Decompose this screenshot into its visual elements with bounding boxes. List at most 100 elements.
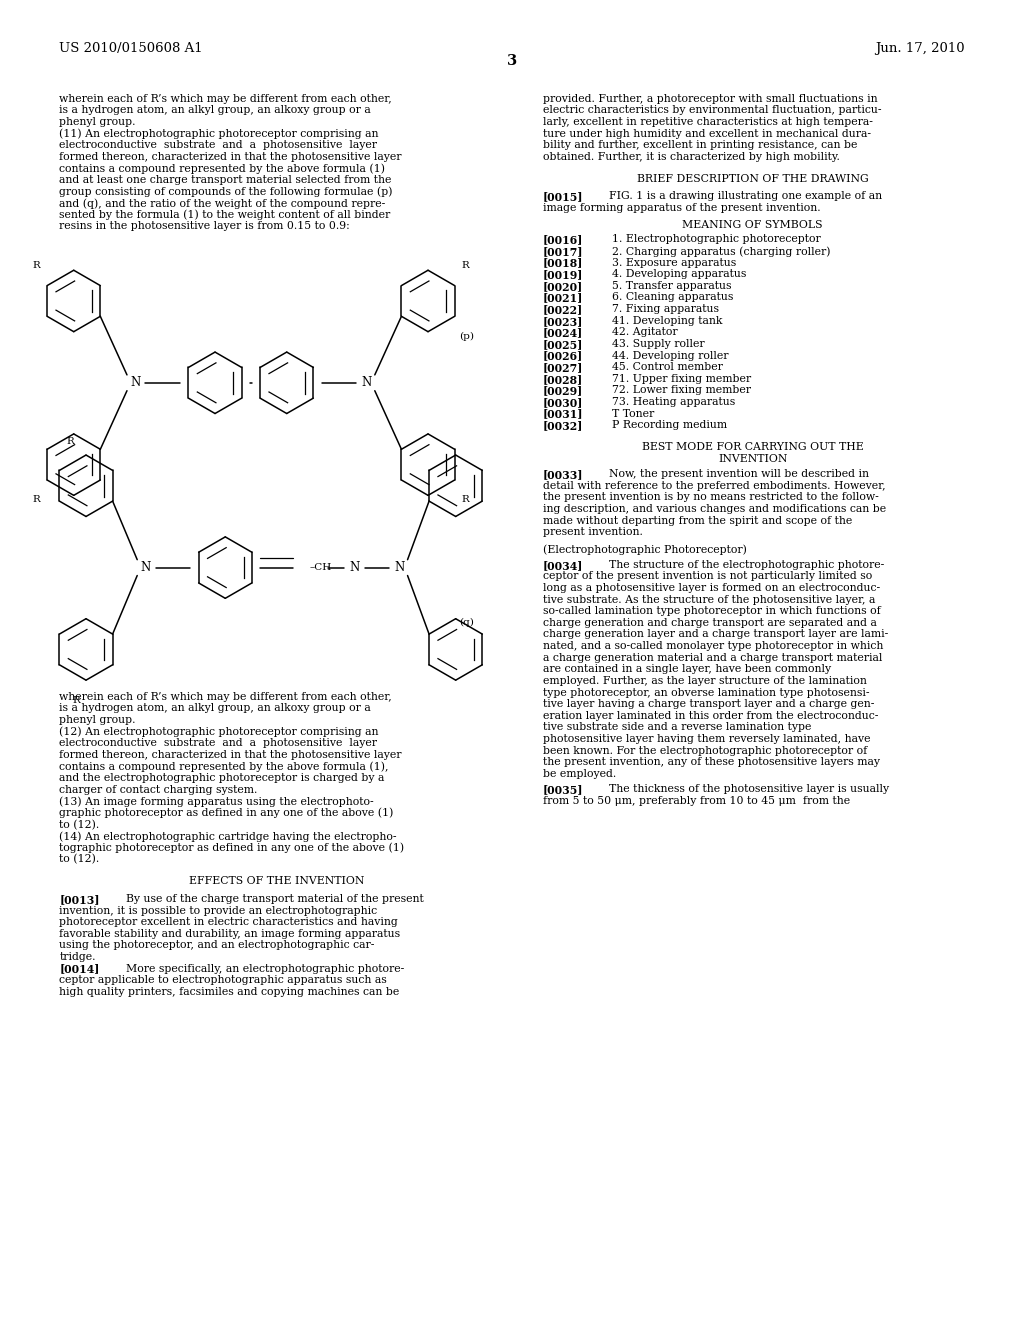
Text: 72. Lower fixing member: 72. Lower fixing member	[612, 385, 752, 396]
Text: INVENTION: INVENTION	[718, 454, 787, 465]
Text: N: N	[361, 376, 372, 389]
Text: The structure of the electrophotographic photore-: The structure of the electrophotographic…	[609, 560, 885, 570]
Text: [0033]: [0033]	[543, 469, 584, 480]
Text: be employed.: be employed.	[543, 768, 616, 779]
Text: a charge generation material and a charge transport material: a charge generation material and a charg…	[543, 652, 882, 663]
Text: present invention.: present invention.	[543, 527, 643, 537]
Text: provided. Further, a photoreceptor with small fluctuations in: provided. Further, a photoreceptor with …	[543, 94, 878, 104]
Text: [0035]: [0035]	[543, 784, 584, 795]
Text: [0025]: [0025]	[543, 339, 583, 350]
Text: [0028]: [0028]	[543, 374, 583, 384]
Text: R: R	[32, 495, 40, 504]
Text: contains a compound represented by the above formula (1): contains a compound represented by the a…	[59, 164, 385, 174]
Text: 45. Control member: 45. Control member	[612, 362, 723, 372]
Text: By use of the charge transport material of the present: By use of the charge transport material …	[126, 894, 424, 904]
Text: the present invention is by no means restricted to the follow-: the present invention is by no means res…	[543, 492, 879, 503]
Text: made without departing from the spirit and scope of the: made without departing from the spirit a…	[543, 516, 852, 525]
Text: [0021]: [0021]	[543, 293, 583, 304]
Text: bility and further, excellent in printing resistance, can be: bility and further, excellent in printin…	[543, 140, 857, 150]
Text: [0018]: [0018]	[543, 257, 583, 268]
Text: [0024]: [0024]	[543, 327, 583, 338]
Text: 6. Cleaning apparatus: 6. Cleaning apparatus	[612, 293, 734, 302]
Text: [0019]: [0019]	[543, 269, 583, 280]
Text: (p): (p)	[459, 333, 474, 342]
Text: ture under high humidity and excellent in mechanical dura-: ture under high humidity and excellent i…	[543, 128, 870, 139]
Text: [0034]: [0034]	[543, 560, 583, 570]
Text: [0015]: [0015]	[543, 191, 584, 202]
Text: high quality printers, facsimiles and copying machines can be: high quality printers, facsimiles and co…	[59, 987, 399, 997]
Text: charger of contact charging system.: charger of contact charging system.	[59, 784, 258, 795]
Text: nated, and a so-called monolayer type photoreceptor in which: nated, and a so-called monolayer type ph…	[543, 642, 883, 651]
Text: phenyl group.: phenyl group.	[59, 715, 136, 725]
Text: R: R	[73, 696, 81, 705]
Text: are contained in a single layer, have been commonly: are contained in a single layer, have be…	[543, 664, 830, 675]
Text: sented by the formula (1) to the weight content of all binder: sented by the formula (1) to the weight …	[59, 210, 390, 220]
Text: formed thereon, characterized in that the photosensitive layer: formed thereon, characterized in that th…	[59, 750, 401, 760]
Text: wherein each of R’s which may be different from each other,: wherein each of R’s which may be differe…	[59, 692, 392, 702]
Text: group consisting of compounds of the following formulae (p): group consisting of compounds of the fol…	[59, 186, 393, 197]
Text: R: R	[67, 437, 75, 446]
Text: detail with reference to the preferred embodiments. However,: detail with reference to the preferred e…	[543, 480, 886, 491]
Text: [0020]: [0020]	[543, 281, 583, 292]
Text: T Toner: T Toner	[612, 409, 654, 418]
Text: and the electrophotographic photoreceptor is charged by a: and the electrophotographic photorecepto…	[59, 774, 385, 783]
Text: obtained. Further, it is characterized by high mobility.: obtained. Further, it is characterized b…	[543, 152, 840, 162]
Text: 41. Developing tank: 41. Developing tank	[612, 315, 723, 326]
Text: 3. Exposure apparatus: 3. Exposure apparatus	[612, 257, 736, 268]
Text: tridge.: tridge.	[59, 952, 96, 962]
Text: electroconductive  substrate  and  a  photosensitive  layer: electroconductive substrate and a photos…	[59, 140, 378, 150]
Text: EFFECTS OF THE INVENTION: EFFECTS OF THE INVENTION	[188, 876, 365, 887]
Text: tographic photoreceptor as defined in any one of the above (1): tographic photoreceptor as defined in an…	[59, 842, 404, 853]
Text: (13) An image forming apparatus using the electrophoto-: (13) An image forming apparatus using th…	[59, 796, 374, 807]
Text: [0031]: [0031]	[543, 409, 584, 420]
Text: 3: 3	[507, 54, 517, 69]
Text: graphic photoreceptor as defined in any one of the above (1): graphic photoreceptor as defined in any …	[59, 808, 394, 818]
Text: More specifically, an electrophotographic photore-: More specifically, an electrophotographi…	[126, 964, 404, 974]
Text: charge generation layer and a charge transport layer are lami-: charge generation layer and a charge tra…	[543, 630, 888, 639]
Text: and at least one charge transport material selected from the: and at least one charge transport materi…	[59, 176, 392, 185]
Text: electric characteristics by environmental fluctuation, particu-: electric characteristics by environmenta…	[543, 106, 882, 115]
Text: favorable stability and durability, an image forming apparatus: favorable stability and durability, an i…	[59, 929, 400, 939]
Text: N: N	[130, 376, 140, 389]
Text: [0030]: [0030]	[543, 397, 583, 408]
Text: tive substrate. As the structure of the photosensitive layer, a: tive substrate. As the structure of the …	[543, 594, 876, 605]
Text: N: N	[140, 561, 151, 574]
Text: larly, excellent in repetitive characteristics at high tempera-: larly, excellent in repetitive character…	[543, 117, 872, 127]
Text: [0026]: [0026]	[543, 351, 583, 362]
Text: and (q), and the ratio of the weight of the compound repre-: and (q), and the ratio of the weight of …	[59, 198, 386, 209]
Text: contains a compound represented by the above formula (1),: contains a compound represented by the a…	[59, 762, 389, 772]
Text: N: N	[349, 561, 359, 574]
Text: so-called lamination type photoreceptor in which functions of: so-called lamination type photoreceptor …	[543, 606, 881, 616]
Text: 43. Supply roller: 43. Supply roller	[612, 339, 705, 348]
Text: formed thereon, characterized in that the photosensitive layer: formed thereon, characterized in that th…	[59, 152, 401, 162]
Text: type photoreceptor, an obverse lamination type photosensi-: type photoreceptor, an obverse laminatio…	[543, 688, 869, 697]
Text: FIG. 1 is a drawing illustrating one example of an: FIG. 1 is a drawing illustrating one exa…	[609, 191, 883, 202]
Text: tive substrate side and a reverse lamination type: tive substrate side and a reverse lamina…	[543, 722, 811, 733]
Text: 73. Heating apparatus: 73. Heating apparatus	[612, 397, 735, 407]
Text: [0014]: [0014]	[59, 964, 99, 974]
Text: (q): (q)	[459, 618, 474, 627]
Text: electroconductive  substrate  and  a  photosensitive  layer: electroconductive substrate and a photos…	[59, 738, 378, 748]
Text: BEST MODE FOR CARRYING OUT THE: BEST MODE FOR CARRYING OUT THE	[642, 442, 863, 453]
Text: wherein each of R’s which may be different from each other,: wherein each of R’s which may be differe…	[59, 94, 392, 104]
Text: 5. Transfer apparatus: 5. Transfer apparatus	[612, 281, 732, 290]
Text: [0013]: [0013]	[59, 894, 100, 906]
Text: is a hydrogen atom, an alkyl group, an alkoxy group or a: is a hydrogen atom, an alkyl group, an a…	[59, 106, 371, 115]
Text: eration layer laminated in this order from the electroconduc-: eration layer laminated in this order fr…	[543, 710, 879, 721]
Text: 1. Electrophotographic photoreceptor: 1. Electrophotographic photoreceptor	[612, 235, 821, 244]
Text: Jun. 17, 2010: Jun. 17, 2010	[874, 42, 965, 55]
Text: The thickness of the photosensitive layer is usually: The thickness of the photosensitive laye…	[609, 784, 890, 793]
Text: Now, the present invention will be described in: Now, the present invention will be descr…	[609, 469, 869, 479]
Text: [0029]: [0029]	[543, 385, 583, 396]
Text: photoreceptor excellent in electric characteristics and having: photoreceptor excellent in electric char…	[59, 917, 398, 927]
Text: charge generation and charge transport are separated and a: charge generation and charge transport a…	[543, 618, 877, 628]
Text: (Electrophotographic Photoreceptor): (Electrophotographic Photoreceptor)	[543, 545, 746, 556]
Text: (14) An electrophotographic cartridge having the electropho-: (14) An electrophotographic cartridge ha…	[59, 832, 397, 842]
Text: [0027]: [0027]	[543, 362, 583, 374]
Text: P Recording medium: P Recording medium	[612, 420, 727, 430]
Text: 42. Agitator: 42. Agitator	[612, 327, 678, 338]
Text: long as a photosensitive layer is formed on an electroconduc-: long as a photosensitive layer is formed…	[543, 583, 880, 593]
Text: the present invention, any of these photosensitive layers may: the present invention, any of these phot…	[543, 758, 880, 767]
Text: been known. For the electrophotographic photoreceptor of: been known. For the electrophotographic …	[543, 746, 867, 755]
Text: ing description, and various changes and modifications can be: ing description, and various changes and…	[543, 504, 886, 513]
